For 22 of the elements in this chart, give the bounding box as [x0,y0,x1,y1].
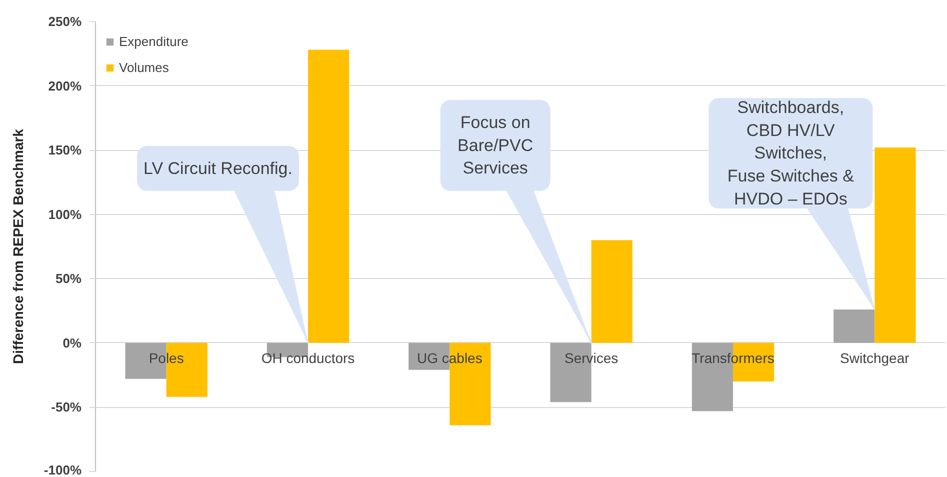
y-tick-label: -100% [44,462,82,477]
y-tick-label: 100% [48,206,82,222]
y-tick-label: 50% [55,271,82,286]
legend-label: Expenditure [119,32,188,51]
y-tick-label: -50% [51,400,82,415]
legend-label: Volumes [119,58,169,76]
x-tick-label: Switchgear [840,350,910,366]
annotation: Switchboards, CBD HV/LV Switches, Fuse Switches & HVDO – EDOs [727,98,855,208]
bar [591,240,632,343]
x-tick-label: OH conductors [261,350,355,366]
bar [874,148,916,343]
annotation: Focus on Bare/PVC Services [458,113,534,178]
x-tick-label: Transformers [692,350,774,366]
annotation: LV Circuit Reconfig. [144,158,292,178]
y-tick-label: 200% [48,78,82,94]
y-tick-label: 150% [48,142,82,158]
x-tick-label: Services [564,350,618,366]
y-axis-title: Difference from REPEX Benchmark [10,128,26,364]
bar [308,50,350,343]
bar [834,310,875,343]
y-tick-label: 0% [62,335,82,350]
y-tick-label: 250% [48,14,82,29]
